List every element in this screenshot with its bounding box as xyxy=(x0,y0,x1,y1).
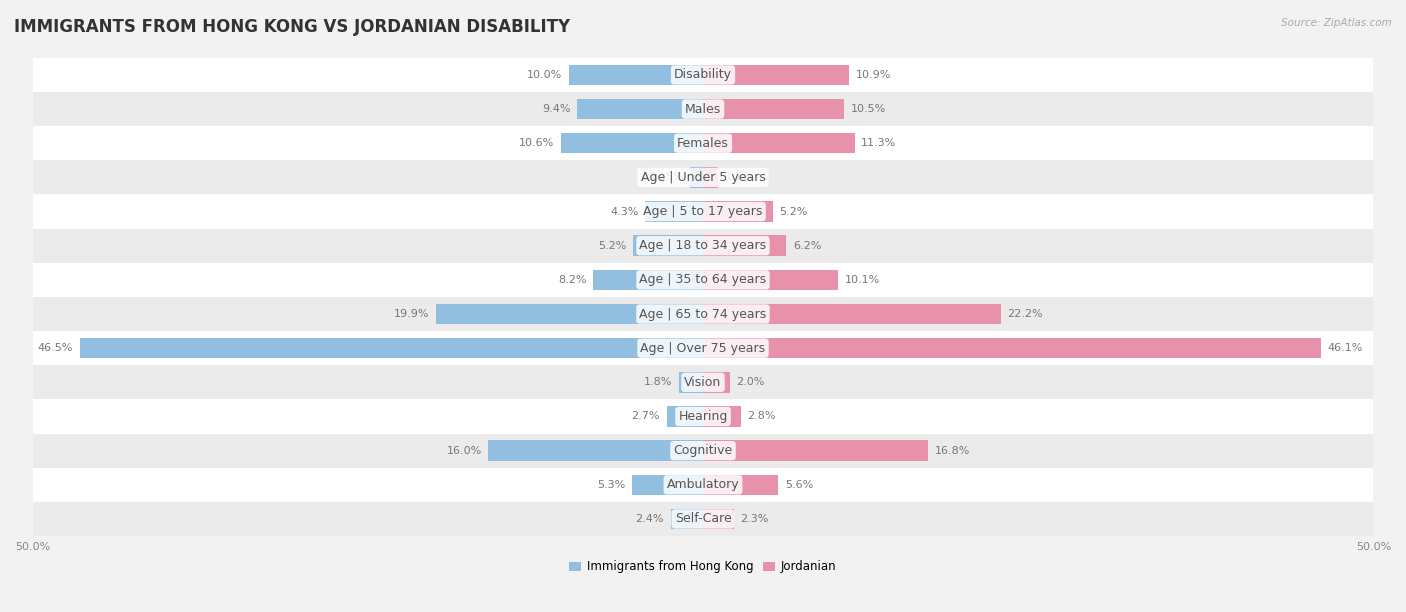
Text: 10.5%: 10.5% xyxy=(851,104,886,114)
Text: Age | 18 to 34 years: Age | 18 to 34 years xyxy=(640,239,766,252)
Text: Vision: Vision xyxy=(685,376,721,389)
Text: Males: Males xyxy=(685,103,721,116)
Bar xyxy=(593,270,703,290)
Bar xyxy=(703,406,741,427)
FancyBboxPatch shape xyxy=(6,433,1400,468)
Text: 1.1%: 1.1% xyxy=(724,173,752,182)
FancyBboxPatch shape xyxy=(6,400,1400,433)
Bar xyxy=(703,441,928,461)
Text: Age | Over 75 years: Age | Over 75 years xyxy=(641,341,765,355)
Text: Females: Females xyxy=(678,136,728,150)
Text: 10.9%: 10.9% xyxy=(856,70,891,80)
Text: 16.8%: 16.8% xyxy=(935,446,970,455)
Text: Age | 5 to 17 years: Age | 5 to 17 years xyxy=(644,205,762,218)
Text: 10.0%: 10.0% xyxy=(527,70,562,80)
Bar xyxy=(703,304,1001,324)
Text: 46.1%: 46.1% xyxy=(1327,343,1364,353)
Text: 9.4%: 9.4% xyxy=(541,104,571,114)
Text: 10.1%: 10.1% xyxy=(845,275,880,285)
Bar xyxy=(436,304,703,324)
Text: 19.9%: 19.9% xyxy=(394,309,429,319)
Bar xyxy=(80,338,703,359)
Text: 10.6%: 10.6% xyxy=(519,138,554,148)
Legend: Immigrants from Hong Kong, Jordanian: Immigrants from Hong Kong, Jordanian xyxy=(569,560,837,573)
Text: 2.8%: 2.8% xyxy=(747,411,776,422)
FancyBboxPatch shape xyxy=(6,92,1400,126)
Bar xyxy=(703,372,730,392)
FancyBboxPatch shape xyxy=(6,331,1400,365)
FancyBboxPatch shape xyxy=(6,263,1400,297)
Text: 2.3%: 2.3% xyxy=(741,514,769,524)
Bar xyxy=(671,509,703,529)
Text: Age | 65 to 74 years: Age | 65 to 74 years xyxy=(640,307,766,321)
Bar xyxy=(703,236,786,256)
Text: 2.7%: 2.7% xyxy=(631,411,659,422)
Text: 0.95%: 0.95% xyxy=(648,173,683,182)
Bar xyxy=(703,474,778,495)
Text: Cognitive: Cognitive xyxy=(673,444,733,457)
Text: IMMIGRANTS FROM HONG KONG VS JORDANIAN DISABILITY: IMMIGRANTS FROM HONG KONG VS JORDANIAN D… xyxy=(14,18,571,36)
Bar xyxy=(576,99,703,119)
Bar xyxy=(633,236,703,256)
FancyBboxPatch shape xyxy=(6,126,1400,160)
Text: 46.5%: 46.5% xyxy=(38,343,73,353)
Text: 5.2%: 5.2% xyxy=(598,241,627,251)
Text: 6.2%: 6.2% xyxy=(793,241,821,251)
Text: Self-Care: Self-Care xyxy=(675,512,731,526)
Text: Disability: Disability xyxy=(673,69,733,81)
FancyBboxPatch shape xyxy=(6,297,1400,331)
Text: 5.3%: 5.3% xyxy=(598,480,626,490)
Bar xyxy=(645,201,703,222)
Text: 2.4%: 2.4% xyxy=(636,514,664,524)
Text: 2.0%: 2.0% xyxy=(737,378,765,387)
Text: 16.0%: 16.0% xyxy=(447,446,482,455)
Bar xyxy=(703,201,773,222)
Text: 5.2%: 5.2% xyxy=(779,206,808,217)
FancyBboxPatch shape xyxy=(6,468,1400,502)
FancyBboxPatch shape xyxy=(6,365,1400,400)
Bar xyxy=(703,509,734,529)
Bar xyxy=(488,441,703,461)
FancyBboxPatch shape xyxy=(6,229,1400,263)
Bar xyxy=(690,167,703,188)
Text: Age | Under 5 years: Age | Under 5 years xyxy=(641,171,765,184)
Text: 5.6%: 5.6% xyxy=(785,480,813,490)
Text: Ambulatory: Ambulatory xyxy=(666,479,740,491)
FancyBboxPatch shape xyxy=(6,195,1400,229)
Text: 4.3%: 4.3% xyxy=(610,206,638,217)
Text: Hearing: Hearing xyxy=(678,410,728,423)
Bar xyxy=(666,406,703,427)
Text: 11.3%: 11.3% xyxy=(862,138,897,148)
FancyBboxPatch shape xyxy=(6,160,1400,195)
Text: 8.2%: 8.2% xyxy=(558,275,586,285)
Bar xyxy=(703,338,1322,359)
Bar xyxy=(703,133,855,154)
Bar xyxy=(561,133,703,154)
Text: Age | 35 to 64 years: Age | 35 to 64 years xyxy=(640,274,766,286)
Bar xyxy=(703,65,849,85)
Bar xyxy=(703,99,844,119)
Bar xyxy=(703,270,838,290)
FancyBboxPatch shape xyxy=(6,502,1400,536)
Bar xyxy=(569,65,703,85)
Bar xyxy=(679,372,703,392)
Bar xyxy=(703,167,717,188)
Text: 1.8%: 1.8% xyxy=(644,378,672,387)
FancyBboxPatch shape xyxy=(6,58,1400,92)
Bar xyxy=(631,474,703,495)
Text: 22.2%: 22.2% xyxy=(1007,309,1043,319)
Text: Source: ZipAtlas.com: Source: ZipAtlas.com xyxy=(1281,18,1392,28)
